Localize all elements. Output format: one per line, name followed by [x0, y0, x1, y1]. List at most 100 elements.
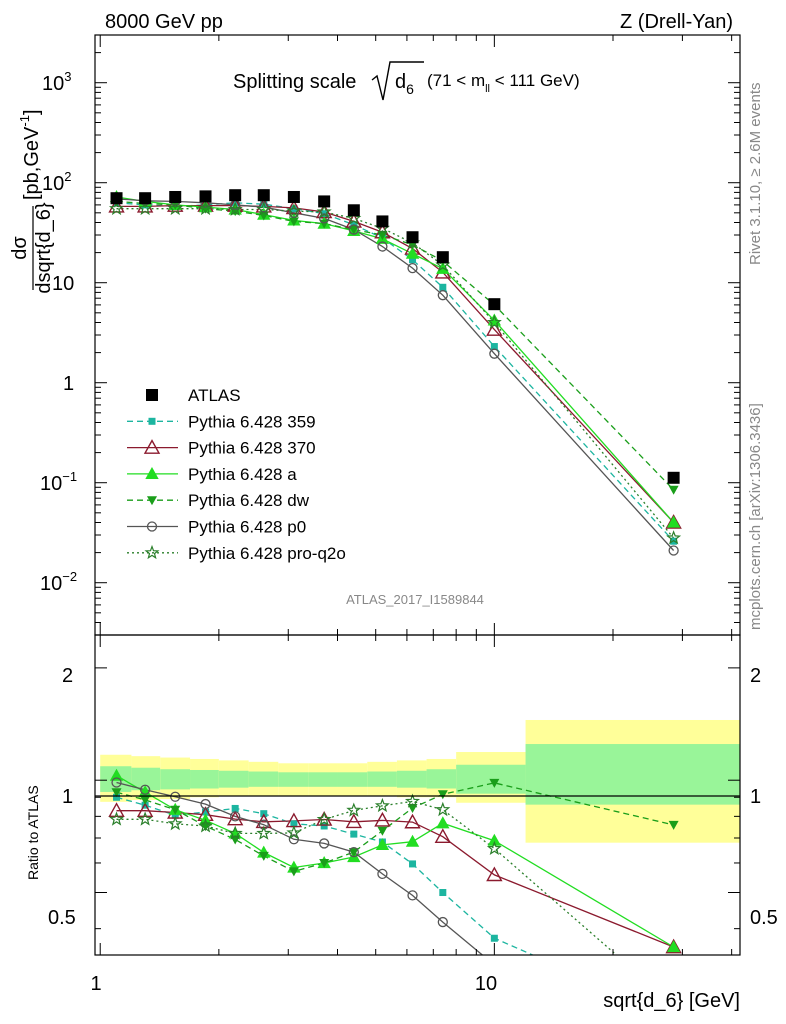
main-line-pdw: [116, 200, 675, 491]
main-point-ATLAS: [257, 189, 270, 202]
main-point-p359: [439, 283, 447, 291]
ratio-point-pq2o: [167, 815, 183, 831]
stat-band-bin: [248, 771, 279, 787]
ratio-point-pdw: [437, 790, 448, 800]
ratio-point-pq2o: [486, 840, 502, 856]
main-point-pdw: [348, 225, 359, 235]
main-point-pp0: [348, 224, 359, 235]
main-point-ATLAS: [199, 190, 212, 203]
ratio-point-pq2o: [346, 802, 362, 817]
ratio-point-p359: [113, 793, 121, 801]
x-tick-label-10: 10: [475, 973, 497, 995]
ratio-uncertainty-bands: [100, 719, 740, 843]
main-point-pdw: [288, 217, 299, 227]
ratio-point-p359: [670, 1013, 677, 1020]
y-tick-labels: 103 102 10 1 10−1 10−2: [40, 69, 77, 595]
y-tick-label-1e2: 102: [42, 169, 71, 195]
ratio-point-p359: [290, 820, 298, 828]
ratio-point-p359: [350, 830, 358, 838]
main-point-pp0: [377, 241, 388, 252]
stat-band-bin: [190, 769, 219, 789]
y-tick-label-1: 1: [63, 373, 74, 395]
ratio-point-p370: [108, 802, 125, 817]
main-point-pa: [666, 515, 681, 528]
ratio-tick-1-left: 1: [62, 786, 73, 808]
energy-label: 8000 GeV pp: [105, 11, 223, 33]
ratio-point-pa: [666, 940, 681, 953]
ratio-point-p359: [409, 860, 417, 868]
legend-label-pp0: Pythia 6.428 p0: [188, 518, 306, 537]
axis-ticks: [95, 34, 740, 955]
legend-marker-pa: [145, 466, 159, 479]
main-point-ATLAS: [488, 298, 501, 311]
ratio-point-pp0: [377, 868, 388, 880]
main-point-ATLAS: [110, 192, 123, 205]
ratio-point-pq2o: [404, 793, 421, 808]
y-tick-label-10: 10: [52, 273, 74, 295]
y-axis-title: dσ dsqrt{d_6} [pb,GeV-1]: [9, 109, 55, 293]
ratio-point-pdw: [258, 851, 269, 861]
title-symbol: d6: [395, 71, 414, 97]
main-point-pa: [405, 246, 420, 259]
legend-label-p370: Pythia 6.428 370: [188, 439, 316, 458]
main-point-ATLAS: [667, 471, 680, 484]
main-point-ATLAS: [287, 190, 300, 203]
main-point-pq2o: [227, 201, 243, 216]
ratio-point-pp0: [490, 960, 499, 969]
legend-marker-pdw: [147, 496, 157, 506]
legend-label-pq2o: Pythia 6.428 pro-q2o: [188, 544, 346, 563]
main-point-ATLAS: [169, 190, 182, 203]
main-point-pq2o: [197, 200, 214, 216]
ratio-point-p370: [665, 938, 682, 954]
ratio-tick-05-right: 0.5: [750, 907, 778, 929]
ratio-point-pp0: [111, 777, 122, 788]
ratio-plot-frame: [94, 634, 741, 956]
ratio-point-p370: [374, 811, 391, 827]
ratio-point-pp0: [288, 834, 300, 845]
ratio-axis-title: Ratio to ATLAS: [25, 785, 41, 880]
main-point-pp0: [319, 213, 330, 224]
main-point-p359: [409, 256, 417, 264]
ratio-point-p370: [136, 802, 154, 817]
analysis-id: ATLAS_2017_I1589844: [346, 592, 484, 607]
main-point-pq2o: [316, 204, 332, 219]
main-point-pp0: [407, 262, 418, 274]
main-point-pq2o: [286, 203, 302, 218]
stat-band-bin: [337, 772, 368, 787]
plot-title: Splitting scale d6 (71 < mll < 111 GeV): [233, 61, 580, 101]
ratio-point-pdw: [377, 826, 388, 836]
x-tick-label-1: 1: [90, 973, 101, 995]
ratio-tick-05-left: 0.5: [48, 907, 76, 929]
main-point-ATLAS: [436, 251, 449, 264]
x-axis-title: sqrt{d_6} [GeV]: [603, 990, 740, 1012]
legend-marker-ATLAS: [146, 389, 158, 401]
ratio-line-pdw: [116, 782, 674, 873]
ratio-point-pq2o: [227, 825, 243, 840]
ratio-tick-2-right: 2: [750, 665, 761, 687]
ratio-point-pp0: [200, 798, 211, 810]
legend-label-pa: Pythia 6.428 a: [188, 465, 297, 484]
ratio-point-pq2o: [286, 824, 302, 840]
ratio-point-pa: [109, 768, 124, 781]
ratio-point-p359: [439, 889, 447, 897]
ratio-tick-2-left: 2: [62, 665, 73, 687]
legend-label-pdw: Pythia 6.428 dw: [188, 491, 310, 510]
stat-band-bin: [396, 770, 427, 788]
ratio-point-p359: [202, 808, 210, 816]
ratio-point-pp0: [170, 791, 181, 802]
main-line-pq2o: [116, 208, 675, 539]
ratio-point-pdw: [140, 795, 151, 805]
process-label: Z (Drell-Yan): [620, 11, 733, 33]
legend-marker-pq2o: [144, 544, 160, 560]
legend-marker-pp0: [146, 521, 158, 532]
ratio-point-p359: [231, 804, 239, 812]
ratio-tick-labels: 2 1 0.5 2 1 0.5: [48, 665, 778, 929]
main-point-ATLAS: [139, 192, 152, 205]
legend-label-p359: Pythia 6.428 359: [188, 412, 316, 431]
y-tick-label-1e-2: 10−2: [40, 569, 77, 595]
stat-band-bin: [367, 771, 397, 787]
ratio-point-pp0: [258, 819, 269, 830]
y-tick-label-1e-1: 10−1: [40, 469, 77, 495]
ratio-point-p359: [490, 934, 498, 942]
ratio-point-pdw: [319, 858, 330, 868]
